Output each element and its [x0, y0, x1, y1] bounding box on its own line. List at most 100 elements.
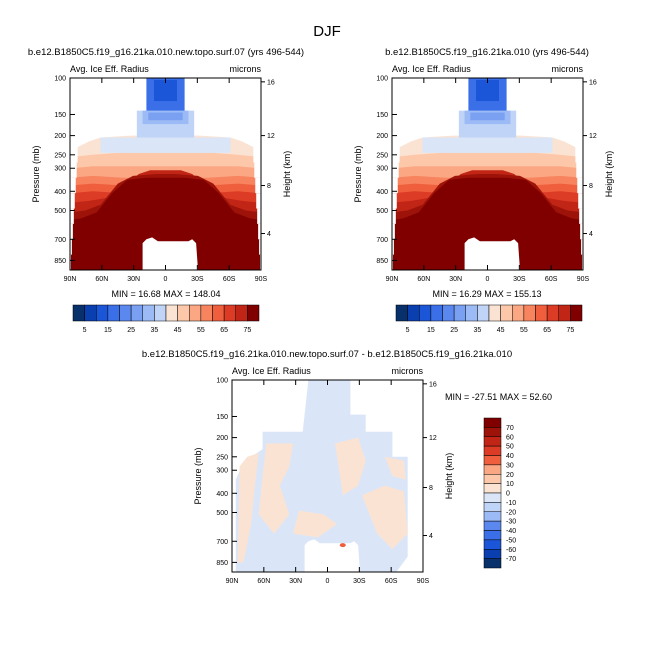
upper-band-6	[476, 79, 499, 102]
panel-difference: b.e12.B1850C5.f19_g16.21ka.010.new.topo.…	[142, 349, 552, 585]
x-tick-label: 30S	[353, 578, 366, 585]
y-tick-label: 400	[54, 189, 66, 196]
colorbar-label: -40	[506, 528, 516, 535]
colorbar-swatch	[535, 304, 548, 322]
x-tick-label: 30N	[449, 276, 462, 283]
colorbar-swatch	[488, 304, 501, 322]
left-edge-gap	[392, 193, 397, 209]
panel-title: b.e12.B1850C5.f19_g16.21ka.010 (yrs 496-…	[385, 47, 589, 58]
left-edge-gap	[392, 208, 396, 224]
colorbar-swatch	[395, 304, 408, 322]
left-edge-gap	[70, 223, 73, 240]
colorbar-swatch	[483, 417, 502, 428]
y-tick-label: 300	[216, 468, 228, 475]
y-tick-label: 200	[376, 133, 388, 140]
x-tick-label: 90N	[226, 578, 239, 585]
colorbar: 70 60 50 40 30 20 10 0 -10 -20 -30 -40 -50 -60 -70	[483, 417, 516, 569]
colorbar-swatch	[442, 304, 455, 322]
colorbar-label: 5	[83, 327, 87, 334]
y-tick-label: 700	[54, 237, 66, 244]
colorbar-swatch	[419, 304, 432, 322]
contour-band-9	[70, 177, 261, 270]
y-tick-label: 300	[54, 166, 66, 173]
y2-tick-label: 4	[429, 533, 433, 540]
y-tick-label: 250	[216, 454, 228, 461]
plot-area	[235, 380, 408, 572]
y-axis-label: Pressure (mb)	[193, 447, 203, 504]
right-edge-gap	[579, 208, 583, 224]
y-tick-label: 100	[376, 76, 388, 83]
positive-anomaly-region-3	[293, 510, 338, 538]
left-edge-gap	[70, 177, 76, 194]
y-tick-label: 700	[376, 237, 388, 244]
colorbar-label: 55	[520, 327, 528, 334]
left-edge-gap	[70, 162, 77, 178]
colorbar-label: 65	[543, 327, 551, 334]
panel-title: b.e12.B1850C5.f19_g16.21ka.010.new.topo.…	[142, 349, 512, 360]
colorbar-swatch	[483, 445, 502, 456]
colorbar-swatch	[483, 483, 502, 494]
right-edge-gap	[254, 162, 261, 178]
colorbar-label: 5	[406, 327, 410, 334]
colorbar-label: 15	[104, 327, 112, 334]
colorbar-swatch	[570, 304, 583, 322]
units-label: microns	[229, 64, 261, 74]
left-edge-gap	[70, 193, 75, 209]
y-tick-label: 400	[376, 189, 388, 196]
colorbar-swatch	[119, 304, 132, 322]
missing-topography-region	[464, 237, 520, 270]
colorbar-swatch	[483, 492, 502, 503]
left-edge-gap	[392, 162, 399, 178]
y-tick-label: 200	[54, 133, 66, 140]
y-tick-label: 500	[376, 208, 388, 215]
y-tick-label: 400	[216, 491, 228, 498]
colorbar-label: -10	[506, 500, 516, 507]
x-tick-label: 60S	[545, 276, 558, 283]
y2-tick-label: 8	[267, 183, 271, 190]
upper-band-1	[100, 137, 231, 153]
min-max-stats: MIN = 16.68 MAX = 148.04	[111, 289, 220, 299]
min-max-stats: MIN = 16.29 MAX = 155.13	[432, 289, 541, 299]
colorbar-label: -60	[506, 547, 516, 554]
colorbar-label: 25	[450, 327, 458, 334]
colorbar-swatch	[483, 464, 502, 475]
colorbar-label: 45	[497, 327, 505, 334]
colorbar-label: 45	[174, 327, 182, 334]
y2-tick-label: 8	[429, 485, 433, 492]
y2-tick-label: 16	[589, 79, 597, 86]
x-tick-label: 90N	[64, 276, 77, 283]
x-tick-label: 60N	[257, 578, 270, 585]
left-edge-gap	[392, 239, 394, 255]
positive-anomaly-region-6	[384, 456, 406, 480]
page-title: DJF	[313, 23, 341, 40]
y-tick-label: 100	[216, 378, 228, 385]
colorbar-label: 20	[506, 472, 514, 479]
colorbar-swatch	[247, 304, 260, 322]
positive-anomaly-region-1	[237, 453, 259, 563]
colorbar-swatch	[477, 304, 490, 322]
y-tick-label: 850	[376, 258, 388, 265]
colorbar-swatch	[407, 304, 420, 322]
y-tick-label: 150	[216, 414, 228, 421]
units-label: microns	[551, 64, 583, 74]
colorbar-swatch	[177, 304, 190, 322]
colorbar-label: -70	[506, 556, 516, 563]
colorbar-label: 75	[566, 327, 574, 334]
colorbar-label: 35	[473, 327, 481, 334]
colorbar-swatch	[483, 539, 502, 550]
y2-tick-label: 16	[429, 381, 437, 388]
variable-label: Avg. Ice Eff. Radius	[232, 366, 311, 376]
colorbar-swatch	[546, 304, 559, 322]
positive-anomaly-region-5	[361, 485, 408, 549]
right-edge-gap	[576, 162, 583, 178]
variable-label: Avg. Ice Eff. Radius	[70, 64, 149, 74]
left-edge-gap	[392, 177, 398, 194]
colorbar-swatch	[235, 304, 248, 322]
colorbar-label: 30	[506, 462, 514, 469]
colorbar-swatch	[430, 304, 443, 322]
right-edge-gap	[258, 223, 261, 240]
y-tick-label: 250	[376, 152, 388, 159]
colorbar: 5 15 25 35 45 55 65 75	[395, 304, 583, 334]
colorbar-swatch	[558, 304, 571, 322]
